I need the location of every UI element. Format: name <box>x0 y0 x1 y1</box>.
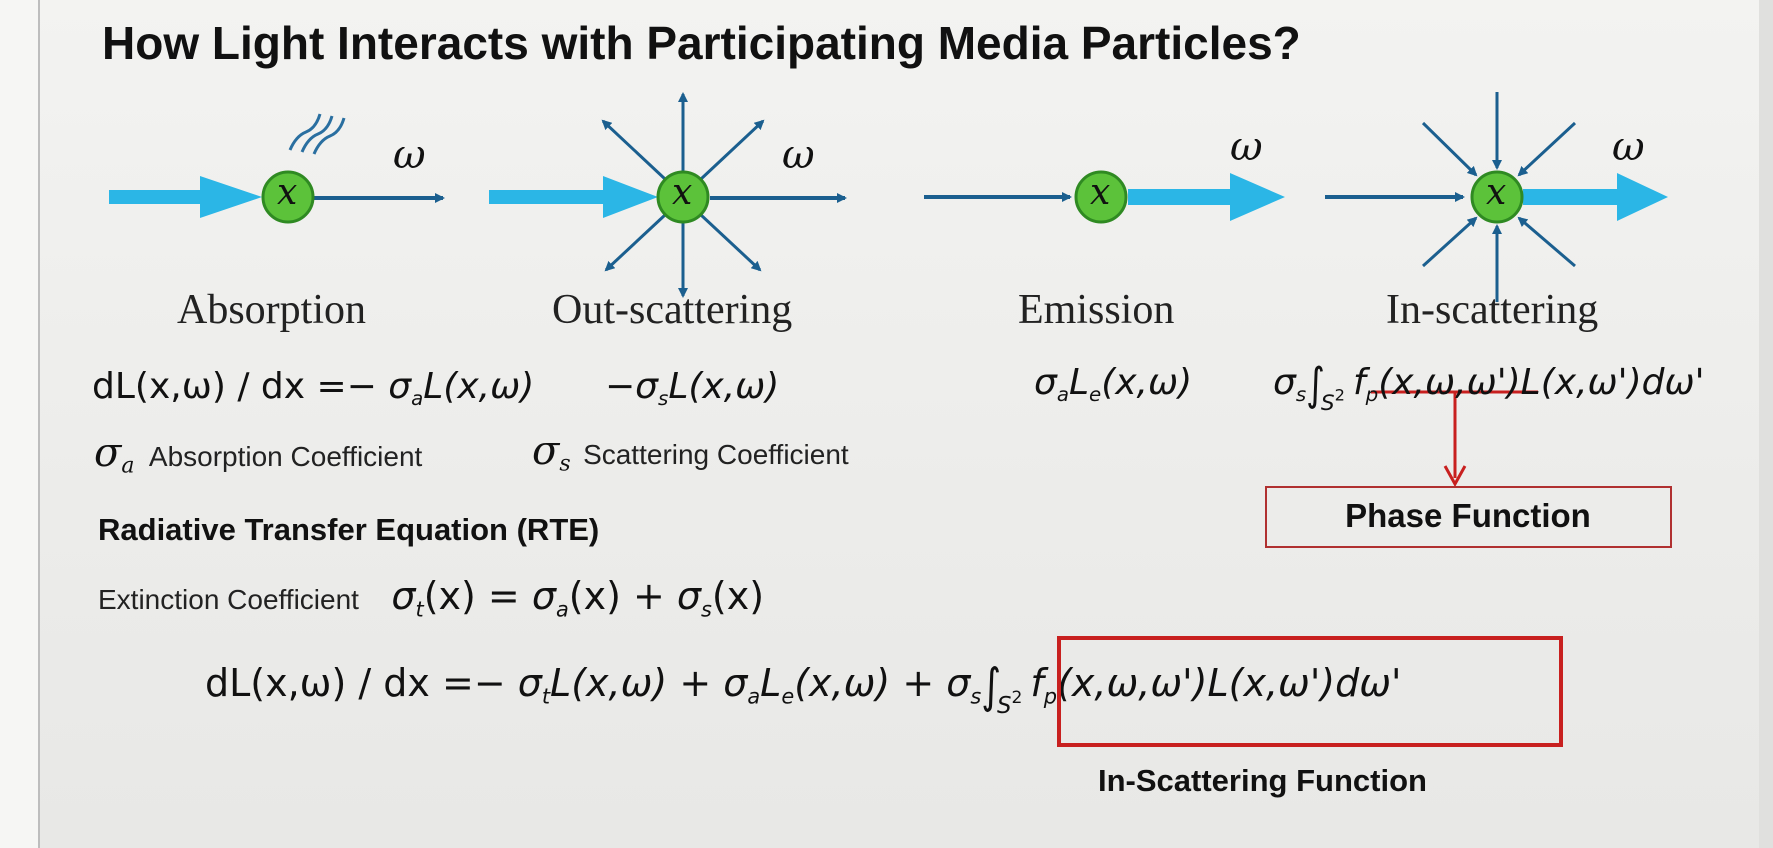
extinction-equation: σt(x) = σa(x) + σs(x) <box>391 574 765 622</box>
emission-label: Emission <box>1018 287 1175 333</box>
scattering-coefficient-label: Scattering Coefficient <box>583 439 849 470</box>
slide-title: How Light Interacts with Participating M… <box>102 17 1301 69</box>
emission-diagram <box>924 170 1285 224</box>
phase-function-label: Phase Function <box>1345 497 1591 534</box>
particle-label: x <box>672 172 693 213</box>
omega-label: ω <box>1230 124 1263 170</box>
rte-heading: Radiative Transfer Equation (RTE) <box>98 512 600 547</box>
absorption-coefficient-label: Absorption Coefficient <box>148 441 423 472</box>
particle-x <box>261 170 315 224</box>
absorption-label: Absorption <box>177 287 366 333</box>
incoming-beam-arrow <box>489 176 658 218</box>
phase-function-connector <box>1371 390 1538 488</box>
incoming-beam-arrow <box>109 176 262 218</box>
scattering-coefficient-row: σs Scattering Coefficient <box>532 428 849 477</box>
out-scattering-diagram <box>489 92 847 298</box>
rte-equation: dL(x,ω) / dx =− σtL(x,ω) + σaLe(x,ω) + σ… <box>205 658 1402 720</box>
in-scattering-diagram <box>1325 92 1668 302</box>
in-scattering-function-label: In-Scattering Function <box>1098 763 1427 798</box>
omega-label: ω <box>1612 124 1645 170</box>
phase-function-box <box>1265 486 1672 548</box>
emission-term: σaLe(x,ω) <box>1034 362 1193 406</box>
particle-label: x <box>1090 172 1111 213</box>
slide <box>40 0 1759 848</box>
in-scattering-highlight-box <box>1057 636 1563 747</box>
outgoing-beam-arrow <box>1523 173 1668 221</box>
in-scattering-label: In-scattering <box>1386 287 1599 333</box>
omega-label: ω <box>782 132 815 178</box>
particle-x <box>1470 170 1524 224</box>
particle-label: x <box>277 172 298 213</box>
left-gutter <box>0 0 40 848</box>
absorption-diagram <box>109 113 445 224</box>
heat-wavy-icon <box>288 113 322 151</box>
extinction-row: Extinction Coefficient σt(x) = σa(x) + σ… <box>98 574 764 621</box>
particle-x <box>1074 170 1128 224</box>
out-scattering-term: −σsL(x,ω) <box>605 366 780 410</box>
outgoing-beam-arrow <box>1128 173 1285 221</box>
extinction-label: Extinction Coefficient <box>98 584 359 615</box>
particle-label: x <box>1486 172 1507 213</box>
out-scattering-label: Out-scattering <box>552 287 793 333</box>
absorption-coefficient-row: σa Absorption Coefficient <box>94 430 422 479</box>
sigma-a-symbol: σa <box>94 430 135 479</box>
omega-label: ω <box>393 132 426 178</box>
absorption-equation: dL(x,ω) / dx =− σaL(x,ω) <box>92 366 535 410</box>
in-scattering-term: σs∫S2 fp(x,ω,ω')L(x,ω')dω' <box>1273 359 1705 417</box>
particle-x <box>656 170 710 224</box>
sigma-s-symbol: σs <box>532 428 571 477</box>
